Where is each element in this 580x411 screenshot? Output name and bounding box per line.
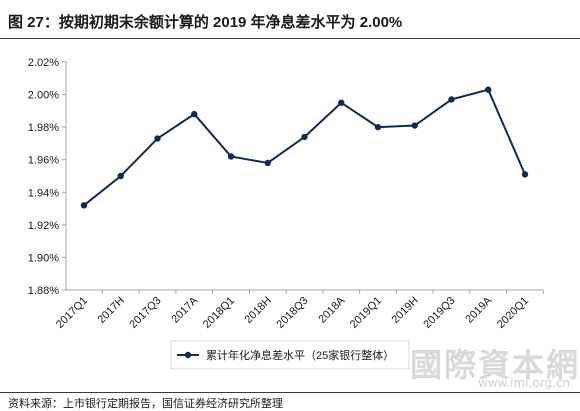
- y-tick-label: 2.00%: [28, 90, 59, 102]
- chart-title: 图 27：按期初期末余额计算的 2019 年净息差水平为 2.00%: [8, 14, 403, 31]
- x-tick-label: 2017Q3: [127, 295, 163, 331]
- data-point: [485, 86, 492, 93]
- data-point: [374, 123, 382, 131]
- y-tick-label: 1.98%: [28, 122, 59, 134]
- data-point: [227, 153, 235, 160]
- watermark-logo: 國際資本網: [410, 346, 580, 384]
- data-point: [117, 172, 124, 180]
- x-tick-label: 2017H: [95, 295, 126, 326]
- x-tick-label: 2018H: [242, 295, 273, 326]
- data-point: [521, 171, 529, 178]
- data-point: [448, 96, 455, 103]
- data-point: [80, 202, 88, 209]
- legend-label: 累计年化净息差水平（25家银行整体）: [206, 348, 394, 362]
- y-tick-label: 1.90%: [28, 252, 59, 264]
- x-tick-label: 2019Q3: [421, 295, 457, 331]
- legend-box: [170, 340, 410, 370]
- data-point: [154, 135, 161, 142]
- y-tick-label: 1.96%: [28, 155, 59, 167]
- x-tick-label: 2019A: [463, 294, 494, 325]
- x-tick-label: 2018A: [316, 294, 347, 325]
- x-tick-label: 2017Q1: [54, 295, 90, 331]
- x-tick-label: 2020Q1: [495, 295, 531, 331]
- y-tick-label: 1.88%: [28, 285, 59, 297]
- x-tick-label: 2018Q1: [201, 295, 237, 331]
- source-divider: [0, 392, 580, 393]
- data-point: [264, 159, 271, 167]
- series-line: [83, 88, 526, 207]
- x-tick-label: 2017A: [169, 294, 200, 325]
- y-tick-label: 1.92%: [28, 220, 59, 232]
- title-divider: [0, 38, 580, 39]
- legend-marker: [184, 351, 192, 359]
- y-tick-label: 1.94%: [28, 187, 59, 199]
- watermark-url: www.imi.org.cn: [478, 376, 571, 390]
- data-point: [411, 122, 418, 129]
- x-tick-label: 2019Q1: [348, 295, 384, 331]
- y-tick-label: 2.02%: [28, 57, 59, 69]
- data-point: [191, 110, 198, 118]
- data-point: [301, 133, 308, 141]
- x-tick-label: 2018Q3: [274, 295, 310, 331]
- x-tick-label: 2019H: [389, 295, 420, 326]
- data-point: [338, 99, 345, 106]
- source-note: 资料来源：上市银行定期报告，国信证券经济研究所整理: [8, 398, 283, 410]
